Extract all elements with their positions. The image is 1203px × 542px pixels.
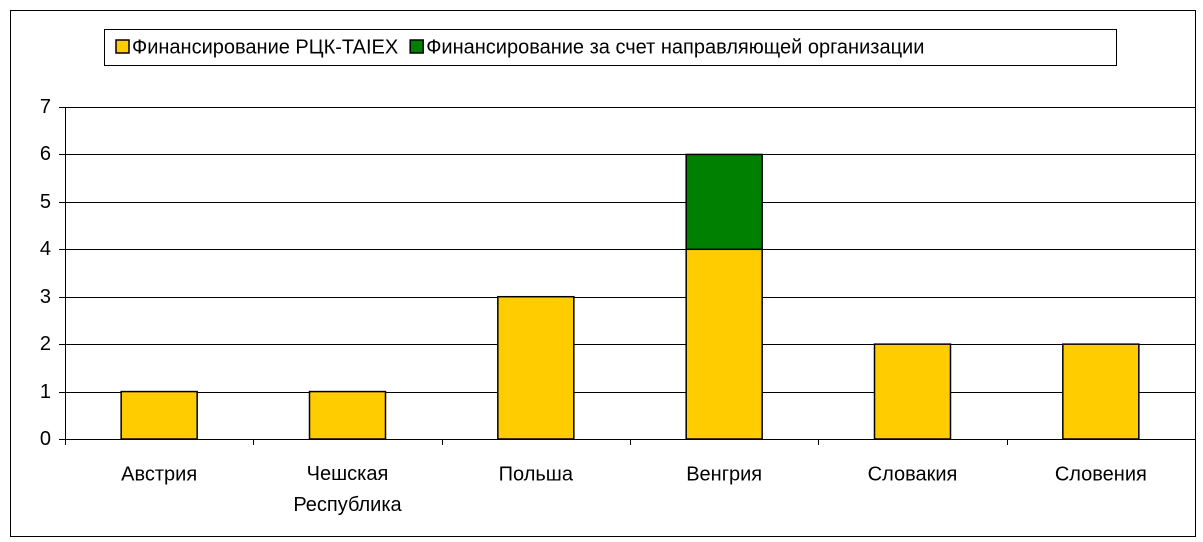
bar-segment xyxy=(308,390,387,440)
legend-swatch xyxy=(115,39,130,54)
x-tick-label: Венгрия xyxy=(686,463,762,485)
bar-segment xyxy=(873,343,952,440)
bar-segment xyxy=(1062,343,1140,440)
bar-segment xyxy=(497,295,575,440)
y-tick-label: 1 xyxy=(40,381,51,403)
y-tick-label: 6 xyxy=(40,143,51,165)
y-tick-label: 5 xyxy=(40,191,51,213)
x-tick-label: Словения xyxy=(1055,463,1147,485)
legend-box xyxy=(104,29,1117,66)
y-tick-label: 4 xyxy=(40,238,51,260)
x-tick-label: Австрия xyxy=(121,463,197,485)
y-tick-label: 3 xyxy=(40,286,51,308)
y-tick-label: 2 xyxy=(40,333,51,355)
bar-segment xyxy=(120,390,198,440)
y-tick-label: 0 xyxy=(40,428,51,450)
bar-segment xyxy=(685,153,763,251)
x-tick-label: Словакия xyxy=(868,463,958,485)
legend-label: Финансирование за счет направляющей орга… xyxy=(426,36,924,58)
x-tick-label: Польша xyxy=(499,463,574,485)
chart-frame xyxy=(10,10,1196,537)
y-tick-label: 7 xyxy=(40,96,51,118)
bar-segment xyxy=(685,248,763,440)
legend-swatch xyxy=(409,39,424,54)
legend-label: Финансирование РЦК-TAIEX xyxy=(132,36,398,58)
x-tick-label: Чешская Республика xyxy=(293,463,402,516)
